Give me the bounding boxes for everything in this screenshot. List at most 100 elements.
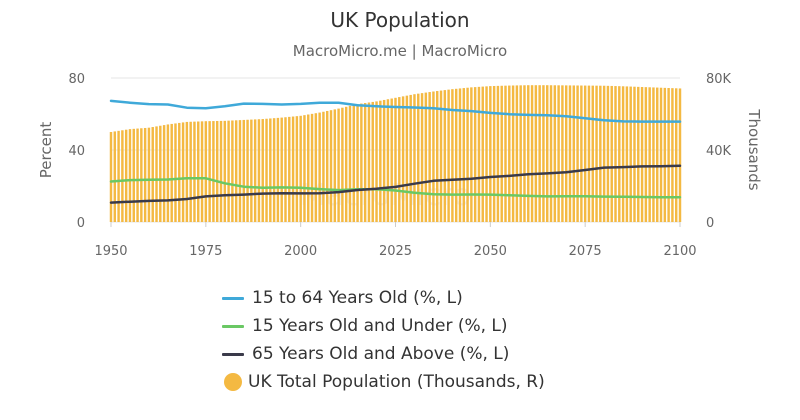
population-bar [428,92,431,222]
population-bar [140,128,143,222]
x-tick-label: 2000 [284,244,317,259]
y-right-tick-label: 0 [706,216,714,231]
population-bar [447,89,450,223]
population-bar [136,128,139,222]
population-bar [485,86,488,223]
population-bar [602,85,606,223]
population-bar [568,85,572,222]
population-bar [219,120,223,222]
population-bar [591,85,594,222]
population-bar [674,88,678,223]
population-bar [515,85,519,222]
population-bar [132,128,135,222]
population-bar [314,113,318,222]
population-bar [253,119,257,222]
population-bar [409,94,412,222]
population-bar [663,87,667,222]
population-bar [280,117,283,222]
population-bar [398,97,401,222]
population-bar [401,96,405,222]
population-bar [181,122,185,222]
population-bar [159,125,162,222]
population-bar [147,127,151,222]
population-bar [318,112,321,222]
population-bar [170,123,173,222]
population-bar [238,120,242,222]
population-bar [261,119,264,222]
population-bar [439,90,443,223]
population-bar [519,85,522,223]
legend-item-65-plus[interactable]: 65 Years Old and Above (%, L) [222,340,545,368]
legend-label-15-64: 15 to 64 Years Old (%, L) [252,288,463,308]
population-bar [637,86,640,222]
population-bar [466,87,469,222]
population-bar [185,121,189,222]
population-bar [432,91,435,222]
population-bar [572,85,576,223]
population-bar [557,85,560,222]
population-bar [492,85,496,222]
population-bar [117,130,120,222]
population-bar [379,100,382,222]
legend-swatch-total-population [224,373,242,391]
population-bar [640,87,644,222]
population-bar [621,86,625,222]
population-bar [549,85,553,223]
population-bar [367,102,371,222]
population-bar [511,85,515,222]
population-bar [481,86,484,222]
population-bar [166,124,170,222]
population-bar [538,85,541,222]
population-bar [284,117,287,222]
population-bar [530,85,534,222]
legend-label-under-15: 15 Years Old and Under (%, L) [252,316,508,336]
population-bar [561,85,564,223]
population-bar [265,118,268,222]
population-bar [250,119,253,222]
population-bar [121,130,124,222]
population-bar [371,101,374,222]
population-bar [333,109,337,222]
legend-swatch-15-64 [222,296,244,300]
population-bar [212,121,215,222]
population-bar [291,116,295,222]
population-bar [508,85,511,222]
population-bar [633,86,636,222]
population-bar [564,85,568,222]
population-bar [178,122,181,222]
y-right-axis-title: Thousands [745,108,763,190]
population-bar [360,103,363,222]
population-bar [386,99,390,222]
population-bar [242,119,245,222]
population-bar [295,116,299,222]
legend-item-under-15[interactable]: 15 Years Old and Under (%, L) [222,312,545,340]
population-bar [269,118,272,222]
population-bar [375,101,378,222]
population-bar [610,85,613,223]
chart-subtitle: MacroMicro.me | MacroMicro [292,42,508,60]
population-bar [197,121,200,222]
population-bar [678,88,682,222]
x-tick-label: 1975 [189,244,222,259]
population-bar [417,93,420,222]
population-bar [546,85,549,222]
population-bar [288,116,291,222]
population-bar [234,120,238,222]
population-bar [272,118,276,222]
legend-item-total-population[interactable]: UK Total Population (Thousands, R) [222,368,545,396]
population-bar [500,85,503,222]
population-bar [325,110,329,222]
population-bar [527,85,530,222]
population-bar [246,119,249,222]
population-bar [454,88,458,222]
legend-item-15-64[interactable]: 15 to 64 Years Old (%, L) [222,284,545,312]
population-bar [109,132,113,222]
population-bar [595,85,598,222]
population-bar [606,85,610,223]
x-tick-label: 2075 [569,244,602,259]
population-bar [348,105,352,222]
population-bar [200,121,204,222]
y-left-axis-title: Percent [37,122,55,179]
population-bar [382,99,386,222]
population-bar [473,87,477,222]
